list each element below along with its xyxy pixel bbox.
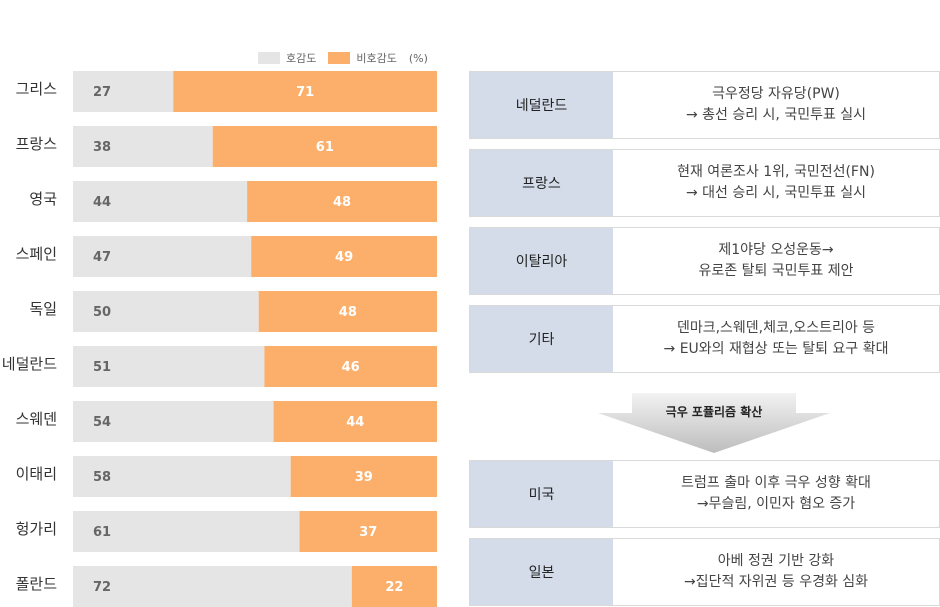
down-arrow: 극우 포퓰리즘 확산 [598,393,830,455]
data-label-favor: 38 [93,140,111,155]
data-label-disfavor: 22 [385,580,403,595]
data-label-disfavor: 48 [333,195,351,210]
bar-favor [73,291,259,332]
down-arrow-icon [598,393,830,453]
chart-legend: 호감도 비호감도 (%) [258,50,440,66]
panel-desc-line2: →무슬림, 이민자 혐오 증가 [696,496,856,512]
data-label-disfavor: 37 [359,525,377,540]
data-label-favor: 54 [93,415,111,430]
panel-desc-line1: 덴마크,스웨덴,체코,오스트리아 등 [676,320,876,336]
bar-disfavor [264,346,437,387]
category-label: 영국 [29,190,57,208]
panel-desc-line1: 제1야당 오성운동→ [718,242,834,258]
legend-label-favor: 호감도 [286,52,317,65]
panel-row-label: 네덜란드 [470,72,613,138]
panel-row-label: 미국 [470,461,613,527]
panel-desc-line1: 아베 정권 기반 강화 [717,553,835,569]
panel-row-italy: 이탈리아 제1야당 오성운동→ 유로존 탈퇴 국민투표 제안 [469,227,940,295]
category-label: 폴란드 [16,575,58,593]
panel-row-france: 프랑스 현재 여론조사 1위, 국민전선(FN) → 대선 승리 시, 국민투표… [469,149,940,217]
panel-row-netherlands: 네덜란드 극우정당 자유당(PW) → 총선 승리 시, 국민투표 실시 [469,71,940,139]
arrow-label: 극우 포퓰리즘 확산 [665,405,763,419]
bar-disfavor [299,511,437,552]
data-label-favor: 51 [93,360,111,375]
category-label: 이태리 [16,465,57,483]
legend-swatch-disfavor [328,52,351,64]
panel-desc-line1: 극우정당 자유당(PW) [712,86,840,102]
panel-desc-line1: 트럼프 출마 이후 극우 성향 확대 [681,475,871,491]
category-label: 독일 [29,300,57,318]
legend-item-favor: 호감도 [258,50,316,66]
panel-desc-line2: →집단적 자위권 등 우경화 심화 [683,574,869,590]
panel-row-desc: 제1야당 오성운동→ 유로존 탈퇴 국민투표 제안 [613,228,939,294]
data-label-favor: 61 [93,525,111,540]
panel-row-usa: 미국 트럼프 출마 이후 극우 성향 확대 →무슬림, 이민자 혐오 증가 [469,460,940,528]
panel-row-desc: 아베 정권 기반 강화 →집단적 자위권 등 우경화 심화 [613,539,939,605]
data-label-favor: 27 [93,85,111,100]
data-label-disfavor: 61 [316,140,334,155]
panel-row-label: 기타 [470,306,613,372]
panel-row-label: 프랑스 [470,150,613,216]
panel-row-others: 기타 덴마크,스웨덴,체코,오스트리아 등 → EU와의 재협상 또는 탈퇴 요… [469,305,940,373]
data-label-disfavor: 39 [355,470,373,485]
panel-row-desc: 극우정당 자유당(PW) → 총선 승리 시, 국민투표 실시 [613,72,939,138]
bar-favor [73,456,291,497]
data-label-favor: 72 [93,580,111,595]
data-label-disfavor: 48 [339,305,357,320]
panel-row-label: 이탈리아 [470,228,613,294]
bar-disfavor [212,126,437,167]
category-label: 네덜란드 [2,355,57,373]
bar-favor [73,126,213,167]
bar-favor [73,236,252,277]
bar-disfavor [290,456,437,497]
data-label-disfavor: 49 [335,250,353,265]
bar-disfavor [258,291,437,332]
favorability-chart: 그리스 27 71 프랑스 38 61 영국 44 48 스페인 47 49 독일 50 48 네덜란드 51 4… [2,71,438,607]
category-label: 헝가리 [16,520,57,538]
panel-row-label: 일본 [470,539,613,605]
bar-favor [73,566,352,607]
data-label-disfavor: 71 [296,85,314,100]
bar-disfavor [251,236,437,277]
panel-desc-line1: 현재 여론조사 1위, 국민전선(FN) [677,164,875,180]
data-label-favor: 44 [93,195,111,210]
category-label: 스웨덴 [16,410,57,428]
bar-disfavor [247,181,437,222]
bar-disfavor [173,71,438,112]
data-label-favor: 58 [93,470,111,485]
panel-desc-line2: 유로존 탈퇴 국민투표 제안 [698,263,854,279]
data-label-favor: 50 [93,305,111,320]
bar-favor [73,401,274,442]
bar-favor [73,71,174,112]
panel-desc-line2: → 총선 승리 시, 국민투표 실시 [685,107,867,123]
bar-favor [73,181,248,222]
bar-favor [73,511,300,552]
bar-favor [73,346,265,387]
bar-disfavor [273,401,437,442]
panel-row-desc: 덴마크,스웨덴,체코,오스트리아 등 → EU와의 재협상 또는 탈퇴 요구 확… [613,306,939,372]
legend-swatch-favor [258,52,280,64]
legend-unit: (%) [408,51,428,65]
data-label-disfavor: 46 [342,360,360,375]
panel-desc-line2: → 대선 승리 시, 국민투표 실시 [685,185,867,201]
data-label-favor: 47 [93,250,111,265]
panel-row-desc: 트럼프 출마 이후 극우 성향 확대 →무슬림, 이민자 혐오 증가 [613,461,939,527]
legend-item-disfavor: 비호감도 (%) [328,50,428,66]
panel-desc-line2: → EU와의 재협상 또는 탈퇴 요구 확대 [663,341,889,357]
panel-row-japan: 일본 아베 정권 기반 강화 →집단적 자위권 등 우경화 심화 [469,538,940,606]
category-label: 프랑스 [16,135,58,153]
category-label: 그리스 [16,80,58,98]
panel-row-desc: 현재 여론조사 1위, 국민전선(FN) → 대선 승리 시, 국민투표 실시 [613,150,939,216]
bar-disfavor [351,566,437,607]
category-label: 스페인 [16,245,57,263]
legend-label-disfavor: 비호감도 [356,52,397,65]
data-label-disfavor: 44 [346,415,364,430]
